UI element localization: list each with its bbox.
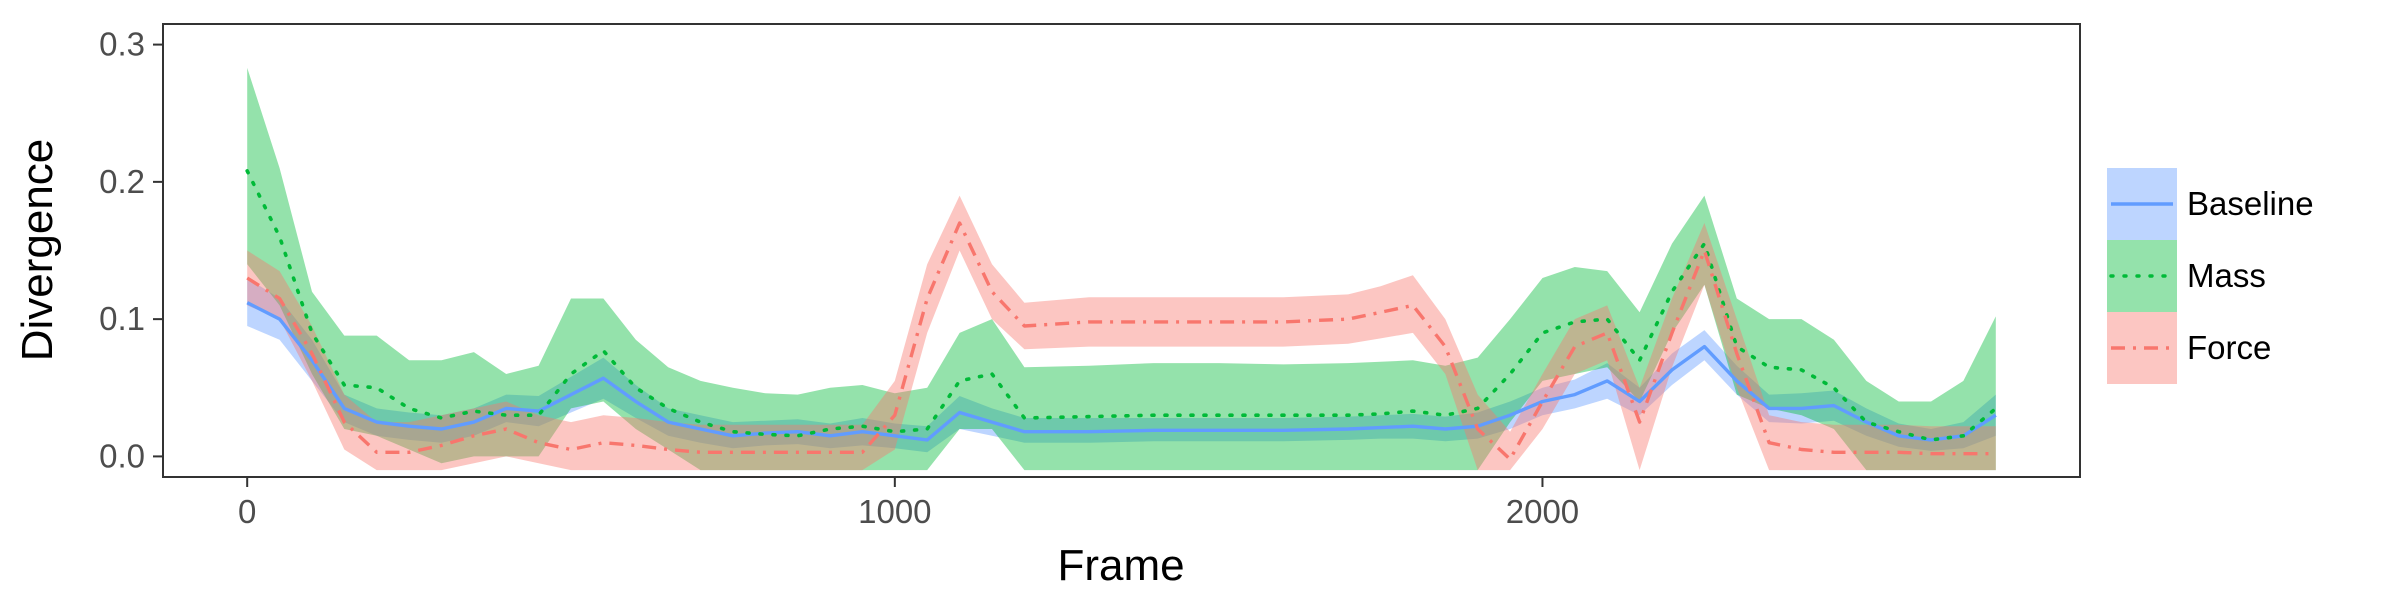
force-ribbon bbox=[247, 195, 1996, 471]
y-tick-label: 0.2 bbox=[99, 163, 145, 200]
force-line bbox=[246, 221, 1996, 461]
x-axis-title: Frame bbox=[1057, 541, 1184, 590]
confidence-ribbons bbox=[247, 67, 1996, 471]
y-axis: 0.0 0.1 0.2 0.3 bbox=[99, 26, 163, 474]
legend-label-mass: Mass bbox=[2187, 257, 2266, 294]
baseline-ribbon bbox=[247, 278, 1996, 453]
y-axis-title: Divergence bbox=[13, 139, 62, 362]
plot-panel-border bbox=[162, 23, 2081, 478]
x-tick-label: 2000 bbox=[1506, 493, 1579, 530]
x-tick-label: 0 bbox=[238, 493, 256, 530]
legend-label-force: Force bbox=[2187, 329, 2271, 366]
x-tick-label: 1000 bbox=[858, 493, 931, 530]
series-lines bbox=[245, 169, 1998, 461]
y-tick-label: 0.3 bbox=[99, 26, 145, 63]
baseline-line bbox=[246, 301, 1997, 442]
legend: Baseline Mass Force bbox=[2107, 168, 2314, 384]
mass-ribbon bbox=[247, 67, 1996, 471]
mass-line bbox=[245, 169, 1998, 442]
y-tick-label: 0.1 bbox=[99, 300, 145, 337]
legend-label-baseline: Baseline bbox=[2187, 185, 2314, 222]
y-tick-label: 0.0 bbox=[99, 437, 145, 474]
x-axis: 0 1000 2000 bbox=[238, 477, 1579, 530]
